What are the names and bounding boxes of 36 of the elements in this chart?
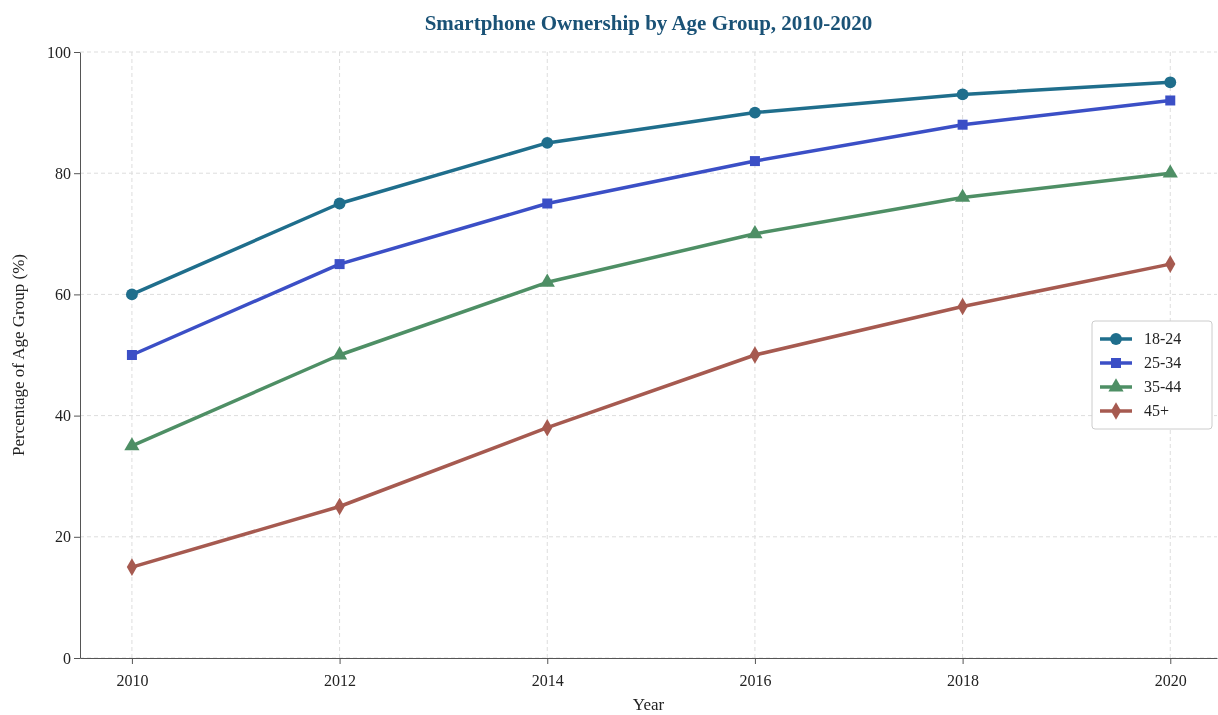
- point: [956, 88, 969, 101]
- x-axis-title: Year: [632, 695, 665, 714]
- x-tick-label: 2012: [324, 672, 357, 690]
- point: [749, 106, 761, 119]
- point: [126, 288, 138, 301]
- legend-label: 35-44: [1144, 378, 1182, 395]
- x-tick-label: 2016: [739, 672, 772, 690]
- x-tick-label: 2018: [947, 672, 980, 690]
- x-tick-label: 2014: [531, 672, 564, 690]
- point: [1164, 76, 1177, 89]
- legend-label: 18-24: [1144, 330, 1182, 347]
- y-tick-label: 60: [55, 286, 71, 304]
- point: [126, 350, 137, 360]
- point: [747, 225, 763, 239]
- y-tick-label: 40: [55, 407, 71, 425]
- y-tick-label: 80: [55, 164, 71, 182]
- point: [124, 437, 140, 451]
- y-tick-label: 100: [47, 43, 71, 61]
- point: [1165, 95, 1176, 106]
- legend-label: 45+: [1144, 402, 1170, 419]
- x-tick-label: 2010: [116, 672, 149, 690]
- point: [331, 346, 348, 360]
- point: [333, 197, 346, 210]
- point: [334, 259, 345, 270]
- y-tick-label: 20: [55, 528, 71, 546]
- y-axis-title: Percentage of Age Group (%): [9, 253, 28, 457]
- point: [749, 156, 760, 167]
- legend-label: 25-34: [1144, 354, 1182, 371]
- x-tick-label: 2020: [1154, 672, 1187, 690]
- point: [539, 273, 555, 287]
- chart-title: Smartphone Ownership by Age Group, 2010-2020: [424, 11, 873, 35]
- y-tick-label: 0: [63, 649, 71, 667]
- point: [542, 198, 553, 209]
- point: [957, 119, 968, 130]
- point: [1162, 164, 1178, 178]
- point: [541, 136, 554, 149]
